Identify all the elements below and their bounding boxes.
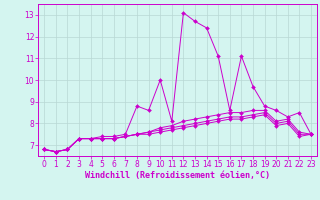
X-axis label: Windchill (Refroidissement éolien,°C): Windchill (Refroidissement éolien,°C) — [85, 171, 270, 180]
